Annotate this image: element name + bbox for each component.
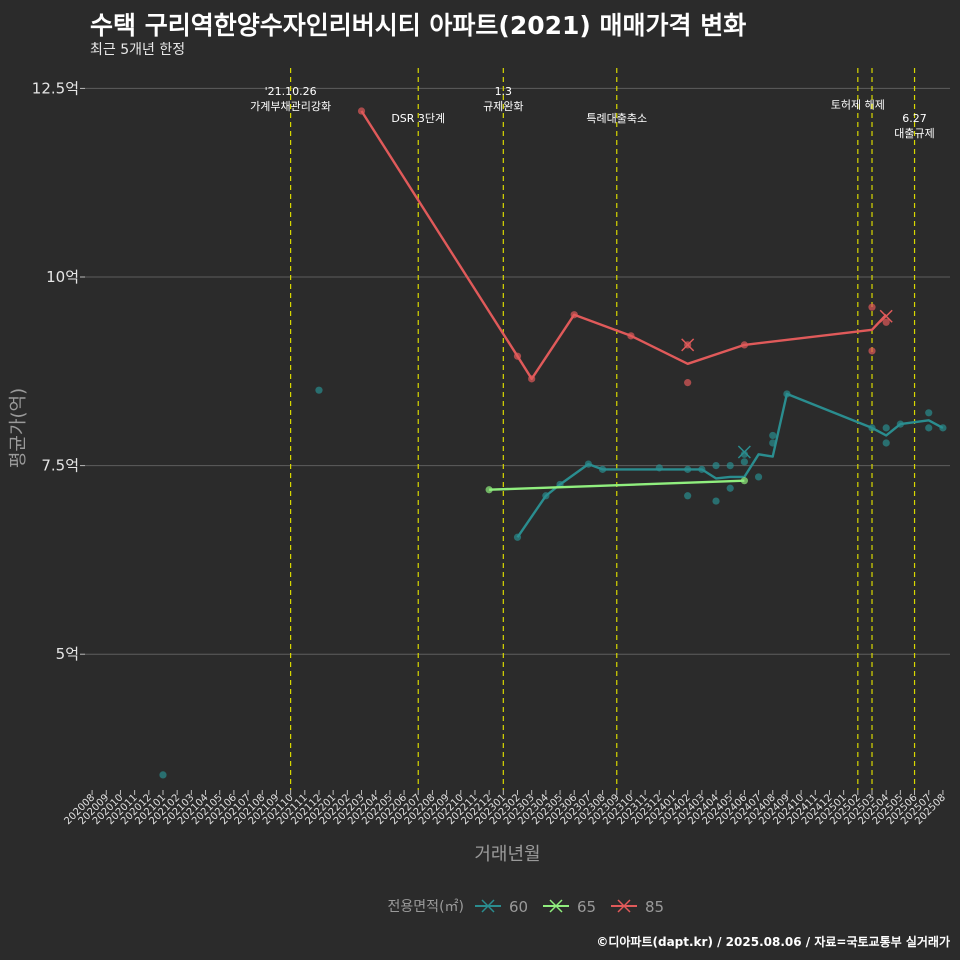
data-point	[726, 462, 734, 470]
series-85	[357, 107, 893, 387]
data-point	[315, 386, 323, 394]
legend-label: 65	[577, 898, 596, 916]
event-label: 특례대출축소	[586, 112, 647, 125]
data-point	[868, 303, 876, 311]
max-marker	[737, 445, 751, 459]
series-65	[485, 477, 748, 494]
data-point	[882, 424, 890, 432]
data-point	[868, 347, 876, 355]
data-point	[726, 484, 734, 492]
y-tick-label: 7.5억	[41, 457, 79, 475]
event-label: 1.3 규제완화	[483, 85, 523, 113]
chart-title: 수택 구리역한양수자인리버시티 아파트(2021) 매매가격 변화	[90, 11, 747, 40]
legend-item-65: 65	[543, 898, 596, 916]
data-point	[159, 771, 167, 779]
event-label: 토허제 해제	[831, 98, 885, 112]
data-point	[769, 431, 777, 440]
source-caption: ©디아파트(dapt.kr) / 2025.08.06 / 자료=국토교통부 실…	[596, 935, 950, 949]
data-point	[740, 458, 748, 466]
chart-subtitle: 최근 5개년 한정	[90, 42, 186, 58]
data-point	[684, 379, 692, 387]
series-line	[360, 110, 888, 380]
data-point	[712, 497, 720, 505]
legend-item-60: 60	[475, 898, 528, 916]
y-tick-label: 12.5억	[32, 79, 79, 97]
series-line	[516, 392, 944, 538]
event-label: DSR 3단계	[391, 112, 445, 125]
legend: 전용면적(㎡) 60 65 85	[388, 898, 665, 916]
legend-label: 60	[509, 898, 528, 916]
max-marker	[879, 309, 893, 323]
data-point	[740, 450, 748, 458]
max-marker	[681, 338, 695, 352]
data-point	[754, 473, 763, 481]
legend-item-85: 85	[611, 898, 664, 916]
data-point	[882, 439, 890, 447]
series-line	[489, 479, 745, 491]
legend-label: 85	[645, 898, 664, 916]
y-axis-title: 평균가(억)	[8, 388, 29, 468]
y-tick-label: 10억	[46, 268, 79, 286]
data-point	[925, 424, 933, 432]
event-label: '21.10.26 가계부채관리강화	[250, 85, 331, 113]
legend-title: 전용면적(㎡)	[388, 899, 464, 915]
y-tick-label: 5억	[56, 645, 79, 663]
legend-marker	[549, 899, 563, 913]
legend-marker	[481, 899, 495, 913]
data-point	[882, 318, 890, 326]
legend-marker	[617, 899, 631, 913]
event-label: 6.27 대출규제	[894, 112, 934, 140]
series-60	[159, 386, 947, 779]
x-axis-title: 거래년월	[474, 844, 540, 865]
data-point	[925, 409, 933, 417]
data-point	[684, 492, 692, 500]
data-point	[712, 462, 720, 470]
